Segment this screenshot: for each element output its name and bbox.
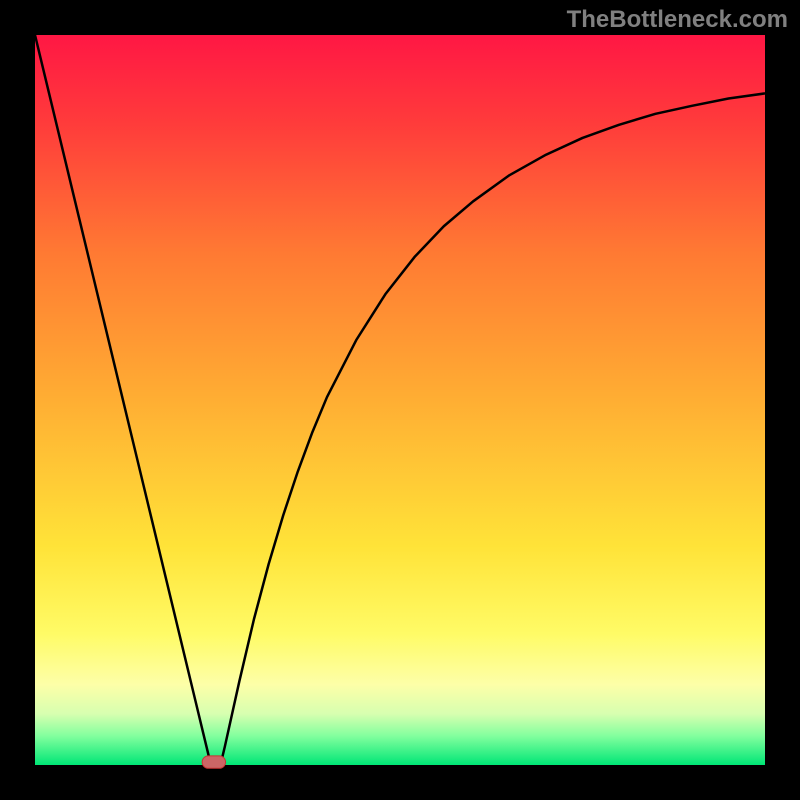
chart-container: TheBottleneck.com [0, 0, 800, 800]
chart-background [35, 35, 765, 765]
optimal-point-marker [202, 756, 225, 768]
bottleneck-chart [0, 0, 800, 800]
